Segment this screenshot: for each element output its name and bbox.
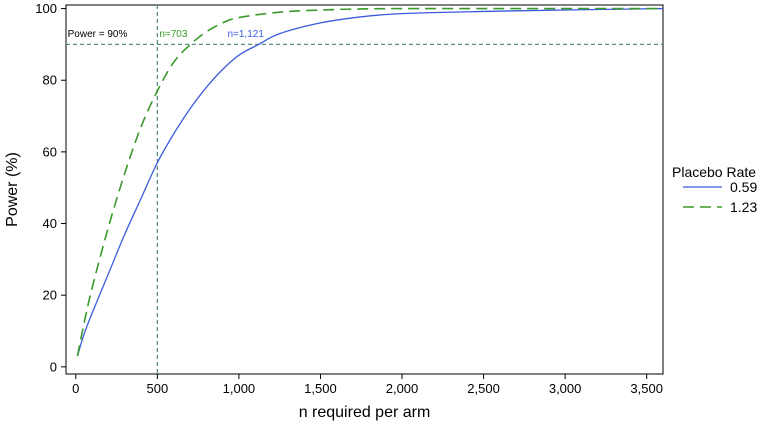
y-axis-title: Power (%) xyxy=(4,152,21,227)
plot-area-frame xyxy=(65,4,664,375)
n-1121-annotation: n=1,121 xyxy=(227,29,264,40)
x-tick-label: 3,500 xyxy=(630,381,663,396)
y-tick-label: 40 xyxy=(43,216,57,231)
y-tick-label: 80 xyxy=(43,73,57,88)
n-703-annotation: n=703 xyxy=(159,29,188,40)
series-line-1-23 xyxy=(76,7,663,357)
y-tick-label: 20 xyxy=(43,288,57,303)
x-tick-label: 2,500 xyxy=(467,381,500,396)
x-tick-label: 0 xyxy=(72,381,79,396)
x-tick-label: 3,000 xyxy=(549,381,582,396)
y-tick-label: 100 xyxy=(35,1,57,16)
legend-label-0-59: 0.59 xyxy=(730,179,757,195)
power-90-annotation: Power = 90% xyxy=(68,29,128,40)
x-axis-title: n required per arm xyxy=(299,404,431,421)
x-tick-label: 1,500 xyxy=(304,381,337,396)
y-tick-label: 0 xyxy=(50,359,57,374)
legend-label-1-23: 1.23 xyxy=(730,199,757,215)
series-line-0-59 xyxy=(76,7,664,357)
legend: Placebo Rate 0.59 1.23 xyxy=(672,164,757,215)
x-tick-label: 2,000 xyxy=(386,381,419,396)
legend-title: Placebo Rate xyxy=(672,164,756,180)
y-tick-label: 60 xyxy=(43,144,57,159)
x-tick-label: 1,000 xyxy=(223,381,256,396)
x-tick-label: 500 xyxy=(146,381,168,396)
